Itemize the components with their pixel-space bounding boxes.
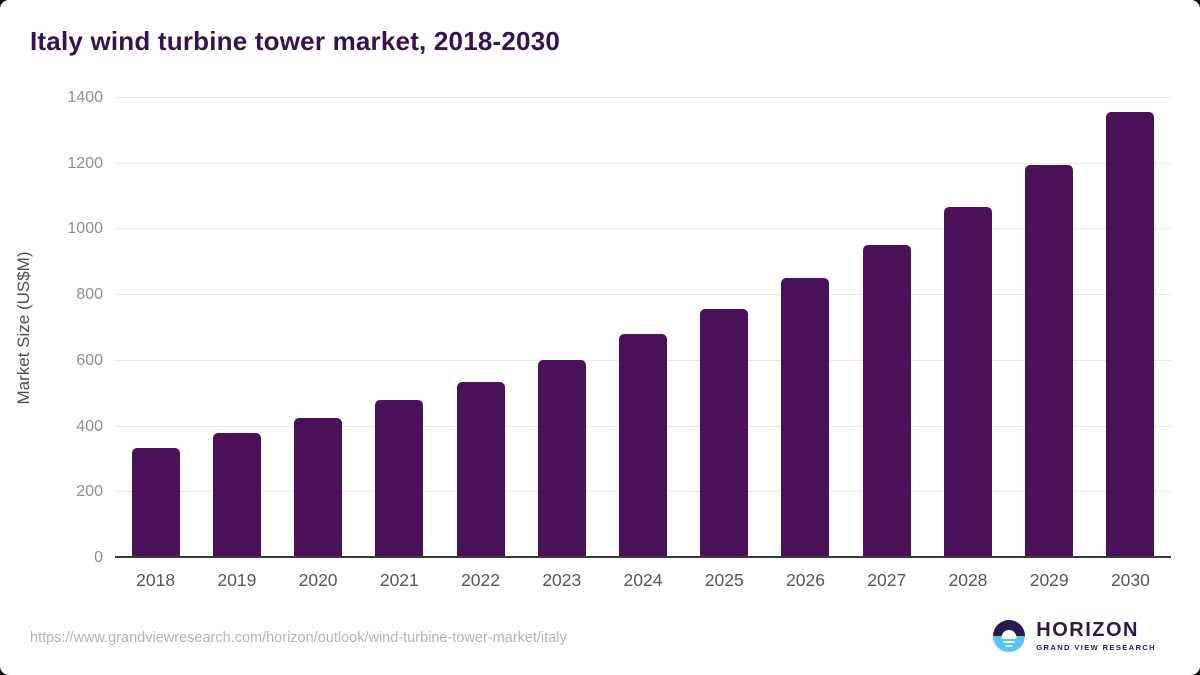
xtick-label-2021: 2021 bbox=[379, 570, 419, 590]
source-url: https://www.grandviewresearch.com/horizo… bbox=[30, 630, 567, 646]
xtick-label-2028: 2028 bbox=[948, 570, 988, 590]
bars-layer: 2018 2019 2020 2021 2022 2023 2024 2025 2026 2027… bbox=[115, 98, 1171, 590]
bar-2021 bbox=[375, 400, 424, 558]
xtick-label-2020: 2020 bbox=[298, 570, 338, 590]
ytick-label-1000: 1000 bbox=[67, 220, 103, 238]
bar-slot-2022: 2022 bbox=[440, 98, 521, 590]
bar-slot-2020: 2020 bbox=[277, 98, 358, 590]
xtick-label-2030: 2030 bbox=[1110, 570, 1150, 590]
ytick-label-600: 600 bbox=[76, 351, 103, 369]
wave-line bbox=[1005, 645, 1013, 647]
bar-2020 bbox=[294, 418, 343, 558]
logo-name: HORIZON bbox=[1036, 619, 1139, 641]
ytick-label-800: 800 bbox=[76, 286, 103, 304]
ytick-label-0: 0 bbox=[94, 549, 103, 566]
xtick-label-2018: 2018 bbox=[136, 570, 176, 590]
bar-slot-2027: 2027 bbox=[846, 98, 927, 590]
bar-slot-2024: 2024 bbox=[602, 98, 683, 590]
xtick-label-2024: 2024 bbox=[623, 570, 663, 590]
wave-line bbox=[1003, 641, 1016, 643]
bar-2029 bbox=[1025, 164, 1074, 558]
bar-2019 bbox=[212, 433, 261, 558]
bar-slot-2029: 2029 bbox=[1009, 98, 1090, 590]
sun-shape bbox=[1001, 630, 1017, 639]
xtick-label-2025: 2025 bbox=[704, 570, 744, 590]
bar-slot-2025: 2025 bbox=[684, 98, 765, 590]
xtick-label-2019: 2019 bbox=[217, 570, 257, 590]
bar-2022 bbox=[456, 381, 505, 558]
gridline-1000 bbox=[115, 228, 1171, 230]
logo-subtitle: GRAND VIEW RESEARCH bbox=[1036, 643, 1156, 652]
bar-slot-2019: 2019 bbox=[196, 98, 277, 590]
xtick-label-2029: 2029 bbox=[1029, 570, 1069, 590]
bar-2025 bbox=[700, 308, 749, 558]
ytick-label-200: 200 bbox=[76, 483, 103, 501]
xtick-label-2022: 2022 bbox=[461, 570, 501, 590]
bar-slot-2026: 2026 bbox=[765, 98, 846, 590]
bar-slot-2028: 2028 bbox=[927, 98, 1008, 590]
gridline-800 bbox=[115, 294, 1171, 296]
horizon-logo: HORIZON GRAND VIEW RESEARCH bbox=[993, 620, 1156, 652]
logo-text: HORIZON GRAND VIEW RESEARCH bbox=[1036, 620, 1156, 652]
bar-2027 bbox=[862, 245, 911, 558]
xtick-label-2026: 2026 bbox=[786, 570, 825, 590]
bar-2028 bbox=[943, 207, 992, 558]
xtick-label-2023: 2023 bbox=[542, 570, 582, 590]
bar-2023 bbox=[537, 359, 586, 558]
ytick-label-400: 400 bbox=[76, 417, 103, 435]
bar-slot-2030: 2030 bbox=[1090, 98, 1171, 590]
bar-slot-2018: 2018 bbox=[115, 98, 196, 590]
y-axis-label: Market Size (US$M) bbox=[14, 251, 33, 405]
ytick-label-1400: 1400 bbox=[67, 89, 103, 106]
bar-slot-2021: 2021 bbox=[359, 98, 440, 590]
bar-2030 bbox=[1106, 112, 1155, 558]
plot-area: 2018 2019 2020 2021 2022 2023 2024 2025 2026 2027… bbox=[67, 90, 1171, 590]
gridline-1400 bbox=[115, 97, 1171, 98]
ytick-label-1200: 1200 bbox=[67, 154, 103, 172]
bar-slot-2023: 2023 bbox=[521, 98, 602, 590]
x-axis-line bbox=[115, 556, 1171, 558]
bar-2026 bbox=[781, 278, 830, 558]
sunset-icon bbox=[993, 620, 1026, 652]
chart-title: Italy wind turbine tower market, 2018-20… bbox=[30, 26, 561, 56]
bar-2024 bbox=[619, 334, 668, 558]
bar-2018 bbox=[131, 447, 180, 558]
xtick-label-2027: 2027 bbox=[867, 570, 907, 590]
gridline-1200 bbox=[115, 162, 1171, 164]
